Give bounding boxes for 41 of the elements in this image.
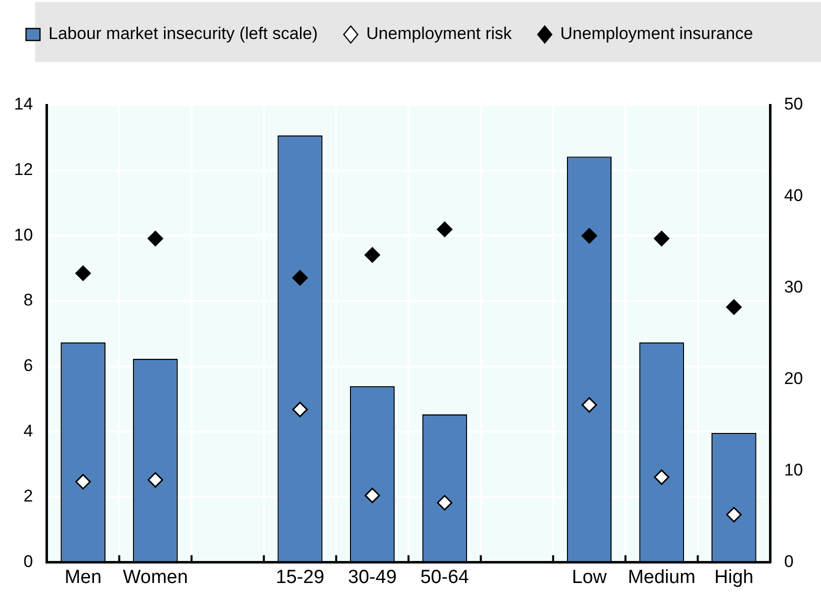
x-tick-label: Medium: [628, 566, 696, 588]
y-tick-label: 12: [14, 160, 33, 179]
y2-tick-label: 20: [784, 369, 804, 388]
point: [726, 506, 742, 522]
y-tick-label: 10: [14, 225, 33, 244]
y-tick-label: 14: [14, 94, 33, 114]
y2-tick-label: 50: [784, 94, 804, 114]
point: [75, 474, 91, 490]
legend-label: Unemployment risk: [366, 24, 512, 44]
legend-label: Labour market insecurity (left scale): [48, 24, 318, 44]
x-tick-label: High: [714, 566, 754, 588]
y-tick-label: 6: [23, 356, 33, 375]
point: [726, 299, 742, 315]
x-tick-label: 30-49: [348, 566, 397, 588]
y-tick-label: 8: [23, 290, 33, 310]
y2-tick-label: 0: [784, 552, 794, 571]
x-tick-label: Women: [122, 566, 188, 588]
point: [292, 270, 308, 286]
legend-label: Unemployment insurance: [560, 24, 754, 44]
y-tick-label: 0: [23, 552, 33, 571]
y-tick-label: 4: [23, 421, 33, 440]
point: [292, 402, 308, 418]
point: [582, 228, 598, 244]
point: [436, 495, 452, 511]
point: [654, 469, 670, 485]
point: [148, 472, 164, 488]
x-tick-label: Men: [64, 566, 102, 588]
x-tick-label: 50-64: [420, 566, 470, 588]
point: [654, 230, 670, 246]
x-tick-label: 15-29: [276, 566, 324, 588]
y2-tick-label: 30: [784, 278, 804, 297]
point: [364, 488, 380, 504]
point: [148, 230, 164, 246]
point: [582, 397, 598, 413]
point: [364, 247, 380, 263]
y-tick-label: 2: [23, 486, 33, 506]
point: [75, 266, 91, 281]
y2-tick-label: 10: [784, 460, 804, 480]
point: [436, 222, 452, 238]
x-tick-label: Low: [572, 566, 607, 588]
y2-tick-label: 40: [784, 186, 804, 206]
